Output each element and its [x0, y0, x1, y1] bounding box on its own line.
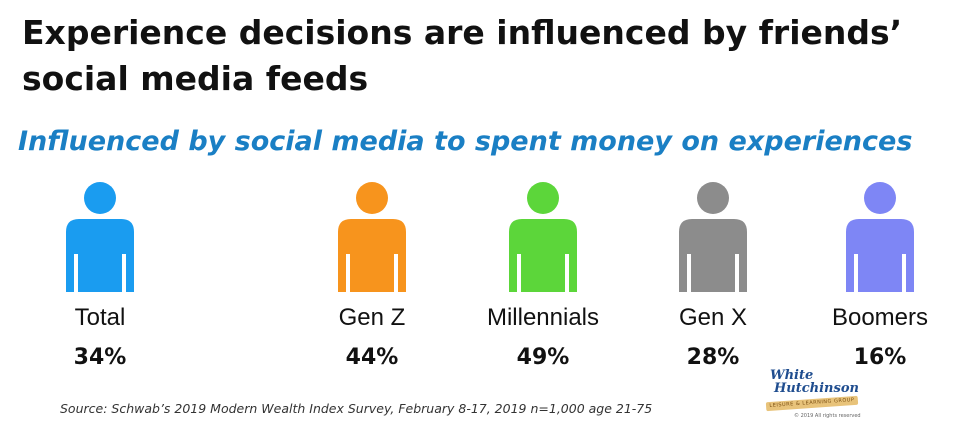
- logo-line-2: Hutchinson: [774, 381, 859, 396]
- person-body: [66, 219, 134, 292]
- value-label-boomers: 16%: [854, 345, 907, 370]
- category-label-gen-x: Gen X: [679, 304, 747, 331]
- white-hutchinson-logo: White Hutchinson LEISURE & LEARNING GROU…: [760, 366, 870, 426]
- chart-subtitle: Influenced by social media to spent mone…: [18, 126, 913, 157]
- demographic-figures: Total 34% Gen Z 44% Millennials 49% Gen X 28% Bo…: [66, 182, 928, 370]
- person-icon: [509, 182, 577, 292]
- person-icon: [66, 182, 134, 292]
- category-label-boomers: Boomers: [832, 304, 928, 331]
- source-note: Source: Schwab’s 2019 Modern Wealth Inde…: [60, 401, 653, 416]
- person-icon: [846, 182, 914, 292]
- person-body: [338, 219, 406, 292]
- person-body: [679, 219, 747, 292]
- category-label-total: Total: [75, 304, 126, 331]
- logo-line-1: White: [770, 368, 814, 383]
- value-label-millennials: 49%: [517, 345, 570, 370]
- value-label-gen-z: 44%: [346, 345, 399, 370]
- person-icon: [338, 182, 406, 292]
- logo-copyright: © 2019 All rights reserved: [794, 413, 861, 419]
- person-body: [846, 219, 914, 292]
- person-icon: [679, 182, 747, 292]
- category-label-millennials: Millennials: [487, 304, 599, 331]
- person-head: [84, 182, 116, 214]
- person-head: [697, 182, 729, 214]
- value-label-total: 34%: [74, 345, 127, 370]
- person-head: [527, 182, 559, 214]
- page-title: Experience decisions are influenced by f…: [22, 13, 903, 98]
- value-label-gen-x: 28%: [687, 345, 740, 370]
- logo-tagline: LEISURE & LEARNING GROUP: [765, 395, 859, 412]
- person-body: [509, 219, 577, 292]
- person-head: [356, 182, 388, 214]
- person-head: [864, 182, 896, 214]
- category-label-gen-z: Gen Z: [339, 304, 406, 331]
